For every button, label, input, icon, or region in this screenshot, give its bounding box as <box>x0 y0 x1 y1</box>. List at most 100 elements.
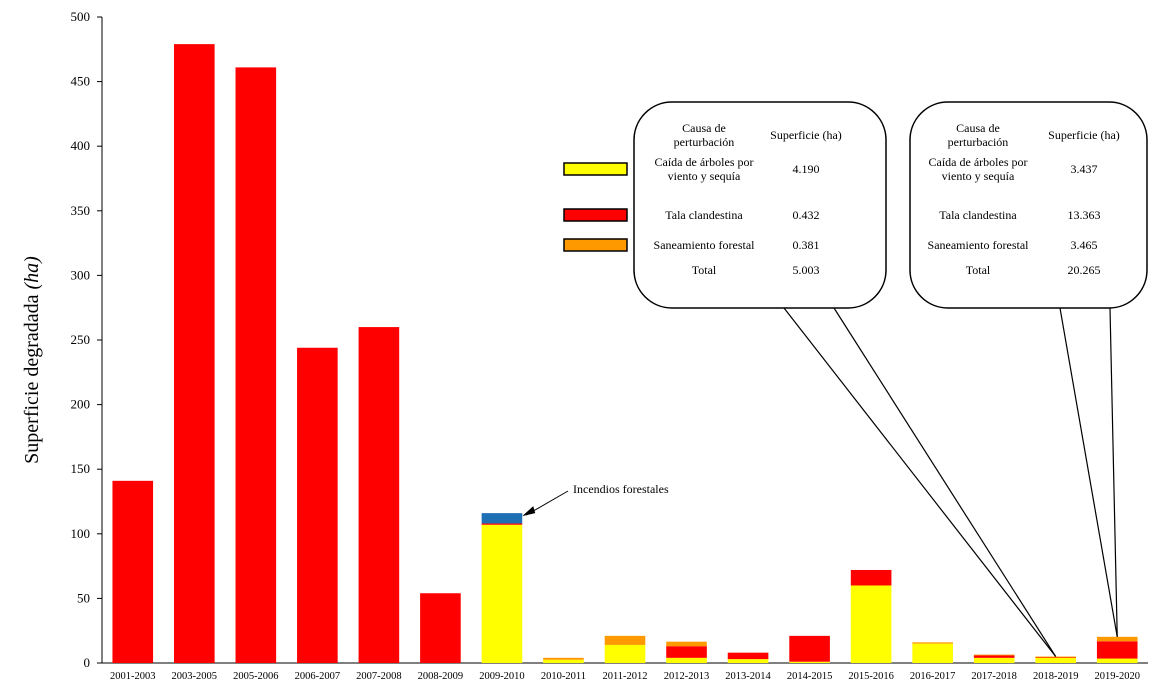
legend-swatch <box>563 238 628 252</box>
bar-segment <box>789 635 830 662</box>
bar-segment <box>297 347 338 663</box>
callouts: Causa de perturbación Superficie (ha) Caída… <box>563 101 1148 657</box>
bar-segment <box>666 646 707 658</box>
y-tick-label: 300 <box>71 267 91 282</box>
x-tick-label: 2013-2014 <box>725 671 771 682</box>
callout-header-area: Superficie (ha) <box>1048 128 1120 142</box>
x-tick-label: 2001-2003 <box>110 671 156 682</box>
callout-row-value: 13.363 <box>1068 208 1101 222</box>
callout-frame <box>633 101 887 309</box>
bar-segment <box>973 655 1015 658</box>
callout-header-area: Superficie (ha) <box>770 128 842 142</box>
x-tick-label: 2009-2010 <box>479 671 525 682</box>
bar-segment <box>666 657 707 663</box>
bar-segment <box>1035 657 1077 658</box>
bar-segment <box>481 523 523 525</box>
callout-row-value: 20.265 <box>1068 263 1101 277</box>
callout-row-value: 5.003 <box>793 263 820 277</box>
y-tick-label: 150 <box>71 461 91 476</box>
y-tick-label: 500 <box>71 9 91 24</box>
bar-segment <box>358 327 400 663</box>
bar-segment <box>973 657 1015 663</box>
callout-row-cause: Caída de árboles por viento y sequía <box>929 155 1028 183</box>
callout-row-cause: Tala clandestina <box>665 208 743 222</box>
callout-pointer <box>1059 307 1118 637</box>
x-tick-label: 2017-2018 <box>971 671 1017 682</box>
y-axis-label-unit: (ha) <box>21 256 43 290</box>
bar-segment <box>850 569 892 586</box>
annotation-label: Incendios forestales <box>573 482 669 496</box>
bar-segment <box>912 643 953 663</box>
bar-segment <box>1096 636 1138 642</box>
bar-segment <box>789 661 830 663</box>
y-tick-label: 400 <box>71 138 91 153</box>
annotation: Incendios forestales <box>522 482 669 517</box>
y-tick-label: 100 <box>71 526 91 541</box>
bars <box>112 44 1138 663</box>
callout-frame <box>909 101 1148 309</box>
y-axis-label-text: Superficie degradada <box>21 294 43 463</box>
callout-header-cause: Causa de perturbación <box>948 121 1009 149</box>
y-tick-label: 200 <box>71 397 91 412</box>
callout-row-value: 0.432 <box>793 208 820 222</box>
legend-swatch <box>563 162 628 176</box>
bar-segment <box>850 585 892 663</box>
x-tick-label: 2010-2011 <box>541 671 586 682</box>
bar-segment <box>604 644 646 663</box>
bar-segment <box>420 593 461 663</box>
x-tick-label: 2014-2015 <box>787 671 833 682</box>
y-tick-label: 0 <box>84 655 91 670</box>
callout-row-value: 4.190 <box>793 162 820 176</box>
callout-row-cause: Caída de árboles por viento y sequía <box>655 155 754 183</box>
bar-segment <box>1096 641 1138 659</box>
bar-segment <box>481 524 523 663</box>
x-tick-label: 2008-2009 <box>418 671 464 682</box>
bar-segment <box>173 44 215 663</box>
callout-pointer <box>833 307 1057 657</box>
y-tick-label: 450 <box>71 74 91 89</box>
bar-segment <box>1096 658 1138 663</box>
callout-box: Causa de perturbación Superficie (ha) Caída… <box>909 101 1148 637</box>
callout-row-value: 0.381 <box>793 238 820 252</box>
bar-segment <box>727 652 769 660</box>
callout-row-value: 3.465 <box>1071 238 1098 252</box>
y-axis-label: Superficie degradada (ha) <box>21 256 43 464</box>
y-tick-label: 250 <box>71 332 91 347</box>
bar-segment <box>543 657 584 660</box>
y-tick-labels: 0 50 100 150 200 250 300 350 400 450 500 <box>71 9 91 670</box>
bar-segment <box>604 635 646 645</box>
callout-header-cause: Causa de perturbación <box>674 121 735 149</box>
callout-row-cause: Saneamiento forestal <box>928 238 1030 252</box>
x-tick-label: 2003-2005 <box>172 671 218 682</box>
y-tick-label: 50 <box>77 590 90 605</box>
callout-row-cause: Total <box>692 263 717 277</box>
callout-row-cause: Saneamiento forestal <box>654 238 756 252</box>
bar-segment <box>235 67 277 663</box>
x-tick-label: 2015-2016 <box>848 671 894 682</box>
x-tick-label: 2006-2007 <box>295 671 341 682</box>
bar-segment <box>973 654 1015 656</box>
x-tick-label: 2016-2017 <box>910 671 956 682</box>
callout-row-value: 3.437 <box>1071 162 1098 176</box>
bar-segment <box>543 659 584 663</box>
x-tick-label: 2011-2012 <box>602 671 647 682</box>
callout-pointer <box>1109 307 1118 637</box>
bar-segment <box>666 641 707 647</box>
y-tick-label: 350 <box>71 203 91 218</box>
bar-segment <box>112 480 154 663</box>
callout-pointer <box>783 307 1057 657</box>
bar-segment <box>727 659 769 663</box>
callout-box: Causa de perturbación Superficie (ha) Caída… <box>633 101 1057 657</box>
x-tick-label: 2007-2008 <box>356 671 402 682</box>
bar-segment <box>1035 656 1077 658</box>
annotation-arrowhead <box>522 506 536 517</box>
callout-row-cause: Total <box>966 263 991 277</box>
bar-segment <box>912 642 953 644</box>
callout-row-cause: Tala clandestina <box>939 208 1017 222</box>
x-tick-label: 2018-2019 <box>1033 671 1079 682</box>
bar-segment <box>1035 657 1077 663</box>
x-tick-label: 2005-2006 <box>233 671 279 682</box>
legend-swatch <box>563 208 628 222</box>
x-tick-labels: 2001-2003 2003-2005 2005-2006 2006-2007 2007… <box>110 671 1140 682</box>
